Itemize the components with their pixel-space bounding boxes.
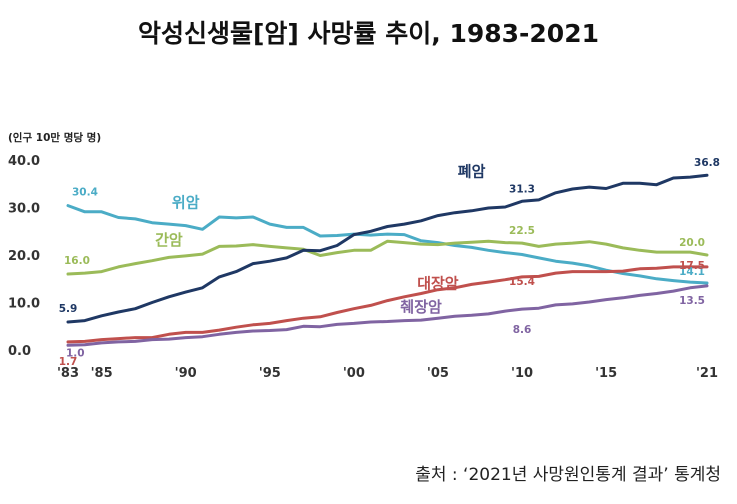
series-line-4 xyxy=(66,284,709,347)
x-tick-label: '85 xyxy=(91,366,113,381)
data-label: 1.7 xyxy=(59,356,78,368)
series-name-label: 췌장암 xyxy=(400,298,442,316)
data-label: 5.9 xyxy=(59,303,78,315)
series-line-0 xyxy=(66,204,709,285)
chart-title: 악성신생물[암] 사망률 추이, 1983-2021 xyxy=(138,19,599,48)
x-tick-label: '95 xyxy=(259,366,281,381)
y-axis-ticks: 0.0 10.0 20.0 30.0 40.0 xyxy=(8,154,40,359)
y-axis-unit: (인구 10만 명당 명) xyxy=(8,132,102,144)
data-label: 30.4 xyxy=(72,187,98,199)
data-label: 31.3 xyxy=(509,183,535,195)
x-tick-label: '83 xyxy=(57,366,79,381)
y-tick-label: 30.0 xyxy=(8,202,40,217)
data-label: 20.0 xyxy=(679,237,705,249)
source-note: 출처 : ‘2021년 사망원인통계 결과’ 통계청 xyxy=(415,465,721,485)
series-line-2 xyxy=(66,173,709,324)
data-label: 14.1 xyxy=(679,266,705,278)
series-name-label: 폐암 xyxy=(458,163,486,181)
y-tick-label: 40.0 xyxy=(8,154,40,169)
x-tick-label: '90 xyxy=(175,366,197,381)
x-tick-label: '21 xyxy=(696,366,718,381)
series-name-label: 간암 xyxy=(155,231,183,249)
x-tick-label: '10 xyxy=(511,366,533,381)
data-label: 22.5 xyxy=(509,225,535,237)
y-tick-label: 0.0 xyxy=(8,344,31,359)
series-line-1 xyxy=(66,239,709,276)
y-tick-label: 20.0 xyxy=(8,249,40,264)
data-label: 15.4 xyxy=(509,276,535,288)
series-line-3 xyxy=(66,265,709,344)
x-tick-label: '15 xyxy=(595,366,617,381)
data-label: 17.5 xyxy=(679,260,705,272)
x-tick-label: '00 xyxy=(343,366,365,381)
y-tick-label: 10.0 xyxy=(8,297,40,312)
series-lines xyxy=(66,173,709,347)
data-label: 13.5 xyxy=(679,295,705,307)
series-name-label: 위암 xyxy=(172,194,200,212)
series-name-label: 대장암 xyxy=(417,274,459,292)
data-label: 1.0 xyxy=(66,347,85,359)
data-label: 16.0 xyxy=(64,255,90,267)
data-label: 8.6 xyxy=(513,324,532,336)
x-axis-ticks: '83 '85 '90 '95 '00 '05 '10 '15 '21 xyxy=(57,366,718,381)
data-labels: 30.4 14.1 16.0 22.5 20.0 5.9 31.3 36.8 1.7 15.4 17… xyxy=(59,157,720,368)
data-label: 36.8 xyxy=(694,157,720,169)
x-tick-label: '05 xyxy=(427,366,449,381)
